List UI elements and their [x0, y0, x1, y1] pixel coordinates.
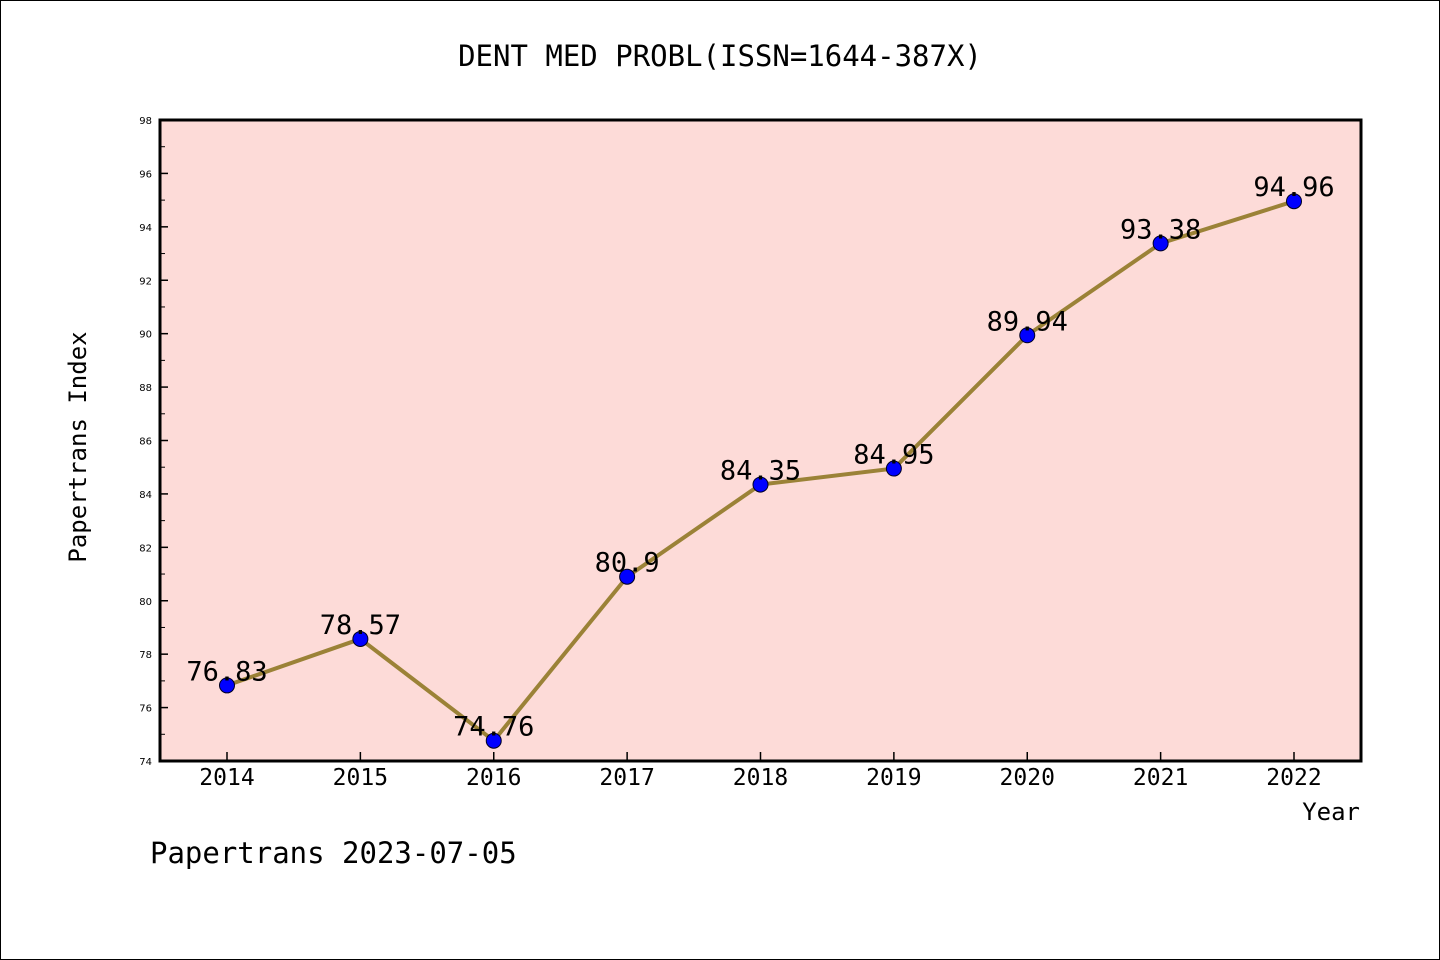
data-point — [885, 460, 902, 477]
x-tick-label: 2022 — [1266, 765, 1321, 791]
data-labels: 76.83 78.57 74.76 80.9 84.35 84.95 89.94 93.38 9… — [186, 172, 1334, 743]
chart-title: DENT MED PROBL(ISSN=1644-387X) — [458, 39, 982, 73]
y-tick-label: 96 — [139, 169, 152, 180]
y-tick-label: 74 — [139, 757, 152, 768]
y-tick-label: 88 — [139, 383, 152, 394]
y-tick-label: 82 — [139, 543, 152, 554]
data-label: 89.94 — [987, 306, 1068, 337]
x-tick-label: 2021 — [1133, 765, 1188, 791]
y-tick-label: 76 — [139, 704, 152, 715]
data-point — [619, 568, 636, 585]
y-tick-label: 90 — [139, 330, 152, 341]
y-tick-label: 98 — [139, 116, 152, 127]
data-point — [352, 630, 369, 647]
footer-text: Papertrans 2023-07-05 — [150, 836, 517, 870]
data-point — [752, 476, 769, 493]
x-tick-label: 2018 — [733, 765, 788, 791]
y-tick-label: 86 — [139, 437, 152, 448]
x-axis-label: Year — [1302, 798, 1360, 826]
y-axis: 74 76 78 80 82 84 86 88 90 92 94 96 98 — [139, 116, 168, 768]
series-papertrans-index — [219, 193, 1302, 749]
plot-area — [158, 118, 1363, 763]
data-point — [1152, 235, 1169, 252]
data-label: 84.95 — [853, 440, 934, 471]
y-tick-label: 94 — [139, 223, 152, 234]
y-tick-label: 92 — [139, 276, 152, 287]
x-tick-label: 2017 — [599, 765, 654, 791]
y-tick-label: 80 — [139, 597, 152, 608]
data-point — [1019, 327, 1036, 344]
data-label: 94.96 — [1253, 172, 1334, 203]
data-label: 78.57 — [320, 610, 401, 641]
data-label: 76.83 — [186, 656, 267, 687]
x-tick-label: 2015 — [333, 765, 388, 791]
y-axis-label: Papertrans Index — [64, 331, 92, 562]
y-tick-label: 84 — [139, 490, 152, 501]
x-tick-label: 2016 — [466, 765, 521, 791]
x-tick-label: 2019 — [866, 765, 921, 791]
data-label: 93.38 — [1120, 214, 1201, 245]
data-label: 84.35 — [720, 456, 801, 487]
data-point — [1286, 193, 1302, 210]
x-tick-label: 2020 — [1000, 765, 1055, 791]
data-point — [485, 732, 502, 749]
data-label: 74.76 — [453, 712, 534, 743]
y-tick-label: 78 — [139, 650, 152, 661]
data-label: 80.9 — [595, 548, 660, 579]
data-point — [219, 677, 235, 694]
x-axis: 2014 2015 2016 2017 2018 2019 2020 2021 2022 — [199, 752, 1322, 791]
x-tick-label: 2014 — [199, 765, 254, 791]
